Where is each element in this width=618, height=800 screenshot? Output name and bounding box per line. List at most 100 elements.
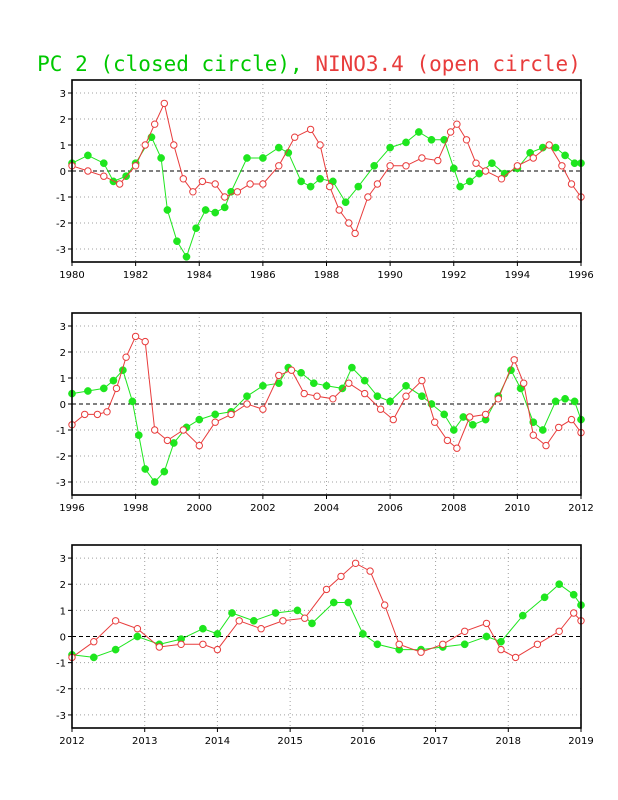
- pc2-point: [561, 151, 569, 160]
- y-tick-label: 2: [60, 115, 66, 126]
- pc2-point: [99, 384, 108, 393]
- pc2-point: [249, 616, 258, 625]
- nino34-point: [453, 444, 461, 452]
- y-tick-label: 1: [60, 141, 66, 152]
- x-tick-label: 2008: [441, 503, 466, 514]
- nino34-point: [179, 426, 188, 434]
- nino34-point: [279, 617, 287, 625]
- y-tick-label: -2: [56, 452, 66, 463]
- pc2-point: [211, 410, 220, 419]
- pc2-point: [402, 381, 410, 390]
- pc2-point: [220, 203, 229, 212]
- nino34-point: [402, 162, 410, 170]
- x-tick-label: 2012: [568, 503, 593, 514]
- nino34-point: [116, 180, 124, 188]
- pc2-point: [128, 397, 137, 406]
- nino34-line: [71, 562, 582, 658]
- pc2-point: [243, 392, 251, 401]
- nino34-point: [533, 640, 542, 648]
- nino34-point: [122, 353, 130, 361]
- nino34-point: [542, 441, 550, 450]
- x-tick-label: 2013: [132, 736, 157, 747]
- pc2-point: [338, 384, 347, 393]
- pc2-point: [561, 394, 569, 403]
- x-tick-label: 2019: [568, 736, 593, 747]
- x-tick-label: 2014: [205, 736, 230, 747]
- pc2-point: [518, 611, 527, 620]
- nino34-point: [213, 645, 222, 654]
- nino34-point: [570, 609, 578, 617]
- nino34-point: [513, 162, 522, 170]
- chart-title: PC 2 (closed circle), NINO3.4 (open circ…: [0, 52, 618, 76]
- nino34-point: [189, 188, 197, 196]
- nino34-point: [361, 389, 369, 398]
- x-tick-label: 1988: [314, 270, 339, 281]
- nino34-point: [93, 410, 102, 419]
- x-tick-label: 2000: [187, 503, 212, 514]
- nino34-series: [68, 99, 585, 238]
- pc2-point: [297, 177, 305, 186]
- pc2-point: [259, 381, 267, 390]
- nino34-point: [529, 431, 537, 439]
- nino34-point: [316, 141, 324, 149]
- chart-panel-2: 1996 1998 2000 2002 2004 2006 2008 2010 2012 -3 -2…: [56, 312, 594, 514]
- plot-frame: [71, 79, 582, 263]
- pc2-point: [354, 182, 363, 191]
- nino34-point: [373, 180, 382, 188]
- nino34-point: [103, 408, 111, 416]
- pc2-point: [213, 630, 222, 638]
- nino34-point: [233, 188, 242, 196]
- nino34-point: [418, 376, 426, 385]
- pc2-point: [538, 426, 547, 434]
- nino34-point: [481, 167, 490, 175]
- pc2-point: [322, 381, 331, 390]
- pc2-point: [201, 206, 210, 214]
- nino34-point: [313, 392, 321, 400]
- pc2-point: [195, 415, 204, 424]
- nino34-point: [364, 193, 372, 201]
- nino34-point: [434, 156, 442, 165]
- y-tick-label: 2: [60, 580, 66, 591]
- nino34-point: [418, 154, 426, 162]
- pc2-point: [475, 169, 484, 178]
- nino34-point: [100, 172, 108, 180]
- x-tick-label: 1982: [123, 270, 148, 281]
- pc2-point: [360, 376, 369, 385]
- pc2-point: [440, 410, 449, 419]
- nino34-point: [301, 614, 309, 622]
- nino34-point: [259, 180, 267, 188]
- pc2-point: [540, 593, 549, 602]
- x-tick-label: 1994: [505, 270, 530, 281]
- nino34-point: [81, 410, 89, 419]
- x-tick-label: 2015: [277, 736, 302, 747]
- pc2-point: [359, 630, 367, 638]
- pc2-point: [109, 376, 118, 385]
- nino34-point: [510, 356, 518, 364]
- x-tick-label: 2006: [377, 503, 402, 514]
- pc2-point: [386, 397, 394, 406]
- pc2-point: [570, 397, 579, 406]
- nino34-point: [211, 418, 219, 426]
- pc2-point: [192, 224, 200, 233]
- pc2-point: [551, 143, 560, 152]
- nino34-point: [141, 337, 149, 346]
- nino34-point: [558, 162, 566, 170]
- nino34-point: [453, 120, 461, 128]
- nino34-point: [243, 400, 251, 408]
- pc2-point: [460, 640, 469, 649]
- pc2-point: [211, 208, 220, 217]
- nino34-point: [482, 619, 491, 628]
- nino34-point: [163, 436, 172, 445]
- nino34-series: [68, 332, 585, 452]
- pc2-point: [259, 154, 267, 162]
- x-tick-label: 2004: [314, 503, 339, 514]
- pc2-point: [555, 580, 564, 589]
- nino34-point: [259, 405, 267, 413]
- pc2-point: [243, 154, 251, 162]
- nino34-point: [111, 617, 120, 625]
- pc2-point: [173, 237, 181, 246]
- nino34-point: [151, 426, 159, 434]
- plot-frame: [71, 544, 582, 729]
- nino34-point: [337, 572, 345, 581]
- pc2-point: [329, 598, 338, 607]
